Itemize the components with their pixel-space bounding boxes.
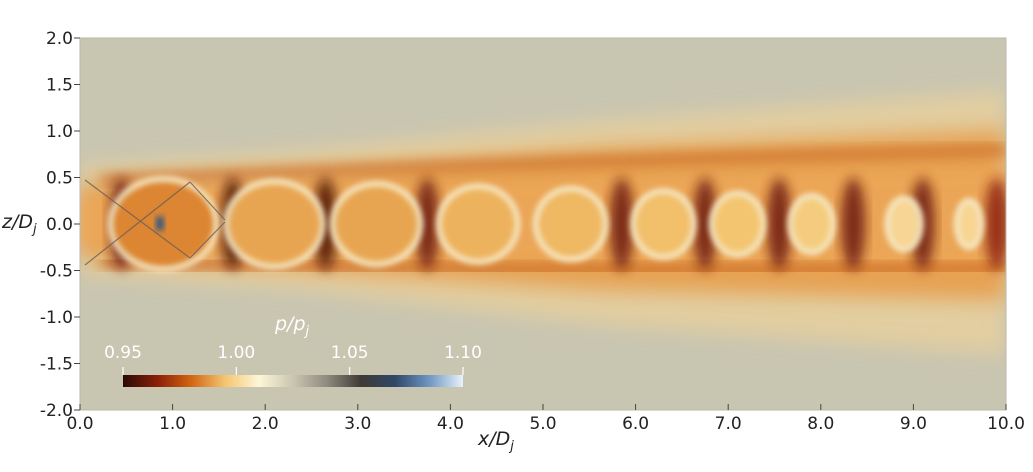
y-tick-label: 0.0 — [46, 215, 73, 235]
x-tick-label: 6.0 — [622, 414, 649, 434]
y-tick-label: -2.0 — [40, 401, 73, 421]
compression-band — [841, 178, 866, 270]
field-layer — [80, 90, 1006, 355]
x-tick-label: 2.0 — [252, 414, 279, 434]
colorbar-title: p/pj — [274, 313, 310, 339]
x-axis: 0.0 1.0 2.0 3.0 4.0 5.0 6.0 7.0 8.0 9.0 10.0 — [66, 404, 1025, 434]
compression-band — [984, 178, 1006, 270]
colorbar-tick-label: 0.95 — [104, 343, 142, 363]
compression-band — [415, 178, 440, 270]
x-tick-label: 10.0 — [987, 414, 1025, 434]
colorbar-gradient — [123, 375, 463, 387]
shock-cell — [793, 198, 831, 250]
upper-shear-line — [99, 145, 1006, 185]
colorbar-tick-label: 1.05 — [331, 343, 369, 363]
y-tick-label: -0.5 — [40, 262, 73, 282]
compression-band — [609, 178, 634, 270]
x-tick-label: 7.0 — [715, 414, 742, 434]
x-tick-label: 5.0 — [529, 414, 556, 434]
shock-cell — [635, 194, 691, 254]
y-tick-label: -1.5 — [40, 355, 73, 375]
y-axis: 2.0 1.5 1.0 0.5 0.0 -0.5 -1.0 -1.5 -2.0 — [40, 29, 80, 421]
shock-cell — [335, 186, 418, 262]
x-tick-label: 0.0 — [66, 414, 93, 434]
x-tick-label: 8.0 — [807, 414, 834, 434]
shock-cell — [538, 191, 603, 257]
shock-cell — [959, 203, 979, 245]
y-tick-label: 1.0 — [46, 122, 73, 142]
x-tick-label: 3.0 — [344, 414, 371, 434]
shock-cells — [107, 176, 985, 272]
y-tick-label: 1.5 — [46, 76, 73, 96]
compression-band — [767, 178, 792, 270]
y-axis-label: z/Dj — [1, 211, 37, 237]
shock-cell — [714, 196, 761, 252]
y-tick-label: 0.5 — [46, 169, 73, 189]
shock-cell — [441, 189, 515, 259]
lower-shear-line — [99, 256, 1006, 276]
colorbar: p/pj 0.95 1.00 1.05 1.10 — [104, 313, 482, 387]
x-tick-label: 4.0 — [437, 414, 464, 434]
shock-cell — [228, 184, 320, 264]
shock-diamond-lines — [84, 179, 226, 266]
compression-band — [693, 178, 718, 270]
colorbar-tick-label: 1.00 — [217, 343, 255, 363]
x-axis-label: x/Dj — [477, 428, 514, 454]
y-tick-label: 2.0 — [46, 29, 73, 49]
colorbar-ticks: 0.95 1.00 1.05 1.10 — [104, 343, 482, 375]
high-pressure-spot — [155, 216, 164, 231]
y-tick-label: -1.0 — [40, 308, 73, 328]
colorbar-tick-label: 1.10 — [444, 343, 482, 363]
x-tick-label: 9.0 — [900, 414, 927, 434]
shock-cell — [890, 201, 919, 247]
x-tick-label: 1.0 — [159, 414, 186, 434]
